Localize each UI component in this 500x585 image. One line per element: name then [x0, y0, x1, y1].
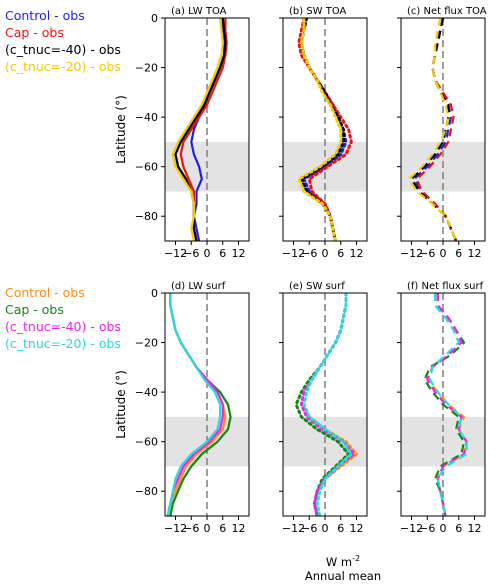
series-line--c-tnuc-20-obs — [407, 18, 458, 241]
panel-title: (c) Net flux TOA — [407, 6, 487, 17]
x-tick-label: 12 — [350, 247, 364, 260]
x-tick-label: 6 — [337, 247, 344, 260]
x-tick-label: −6 — [419, 522, 435, 535]
series-line--c-tnuc-40-obs — [426, 293, 468, 516]
series-line-control-obs — [299, 293, 358, 516]
legend-entry: (c_tnuc=-40) - obs — [5, 42, 121, 57]
series-line--c-tnuc-40-obs — [174, 18, 227, 241]
legend-entry: Cap - obs — [5, 25, 64, 40]
x-tick-label: 12 — [468, 247, 482, 260]
x-tick-label: 6 — [219, 247, 226, 260]
legend-entry: Cap - obs — [5, 302, 64, 317]
x-tick-label: −12 — [400, 247, 423, 260]
panel-sw-toa: (b) SW TOA −12−6 0 6 12 — [279, 6, 368, 260]
y-tick-label: −60 — [135, 161, 158, 174]
x-tick-label: 6 — [219, 522, 226, 535]
panel-title: (b) SW TOA — [289, 6, 347, 17]
x-tick-label: −12 — [164, 247, 187, 260]
x-tick-label: −6 — [301, 522, 317, 535]
x-tick-label: −6 — [419, 247, 435, 260]
x-tick-label: −12 — [400, 522, 423, 535]
y-tick-label: −40 — [135, 386, 158, 399]
panel-lw-surf: (d) LW surf−12−6 0 6 120−20−40−60−80Latitud… — [114, 281, 250, 535]
legend-row-2: Control - obs Cap - obs (c_tnuc=-40) - obs… — [5, 285, 121, 351]
series-line--c-tnuc-40-obs — [166, 293, 224, 516]
x-axis-label: W m-2 — [326, 554, 360, 569]
x-tick-label: 6 — [455, 247, 462, 260]
x-tick-label: −12 — [282, 247, 305, 260]
x-tick-label: −6 — [183, 522, 199, 535]
x-tick-label: 0 — [204, 247, 211, 260]
series-line--c-tnuc-40-obs — [410, 18, 458, 241]
panel-net-flux-toa: (c) Net flux TOA −12−6 0 6 12 — [397, 6, 487, 260]
x-tick-label: 6 — [455, 522, 462, 535]
y-tick-label: −80 — [135, 210, 158, 223]
panel-lw-toa: (a) LW TOA−12−6 0 6 120−20−40−60−80Latitude… — [114, 6, 250, 260]
panel-title: (e) SW surf — [289, 281, 345, 292]
series-line--c-tnuc-20-obs — [171, 18, 224, 241]
x-axis-sublabel: Annual mean — [305, 569, 381, 583]
x-tick-label: 6 — [337, 522, 344, 535]
x-tick-label: 0 — [440, 247, 447, 260]
legend-entry: Control - obs — [5, 285, 85, 300]
x-tick-label: −6 — [301, 247, 317, 260]
x-tick-label: −12 — [282, 522, 305, 535]
y-tick-label: −20 — [135, 62, 158, 75]
legend-entry: (c_tnuc=-40) - obs — [5, 319, 121, 334]
x-tick-label: 12 — [232, 522, 246, 535]
series-line--c-tnuc-20-obs — [302, 293, 353, 516]
series-line--c-tnuc-40-obs — [299, 293, 356, 516]
series-line-cap-obs — [297, 18, 353, 241]
legend-entry: (c_tnuc=-20) - obs — [5, 59, 121, 74]
y-tick-label: 0 — [151, 12, 158, 25]
legend-row-1: Control - obs Cap - obs (c_tnuc=-40) - obs… — [5, 8, 121, 74]
x-tick-label: 12 — [232, 247, 246, 260]
legend-entry: Control - obs — [5, 8, 85, 23]
panel-title: (a) LW TOA — [171, 6, 227, 17]
x-tick-label: 0 — [204, 522, 211, 535]
series-line--c-tnuc-20-obs — [297, 18, 343, 241]
series-line--c-tnuc-20-obs — [428, 293, 468, 516]
x-tick-label: 0 — [440, 522, 447, 535]
x-tick-label: 12 — [468, 522, 482, 535]
series-line-cap-obs — [415, 18, 458, 241]
x-tick-label: 0 — [322, 247, 329, 260]
panel-sw-surf: (e) SW surf −12−6 0 6 12 — [279, 281, 368, 535]
x-tick-label: −12 — [164, 522, 187, 535]
panel-net-flux-surf: (f) Net flux surf −12−6 0 6 12 — [397, 281, 486, 535]
series-line--c-tnuc-40-obs — [299, 18, 345, 241]
legend-entry: (c_tnuc=-20) - obs — [5, 336, 121, 351]
x-tick-label: 0 — [322, 522, 329, 535]
y-axis-label: Latitude (°) — [114, 95, 128, 164]
y-tick-label: −60 — [135, 436, 158, 449]
y-tick-label: 0 — [151, 287, 158, 300]
y-axis-label: Latitude (°) — [114, 370, 128, 439]
series-line-cap-obs — [423, 293, 466, 516]
panel-title: (f) Net flux surf — [407, 281, 484, 292]
y-tick-label: −80 — [135, 485, 158, 498]
x-tick-label: 12 — [350, 522, 364, 535]
panel-title: (d) LW surf — [171, 281, 226, 292]
series-line--c-tnuc-20-obs — [166, 293, 222, 516]
y-tick-label: −40 — [135, 111, 158, 124]
x-tick-label: −6 — [183, 247, 199, 260]
y-tick-label: −20 — [135, 337, 158, 350]
